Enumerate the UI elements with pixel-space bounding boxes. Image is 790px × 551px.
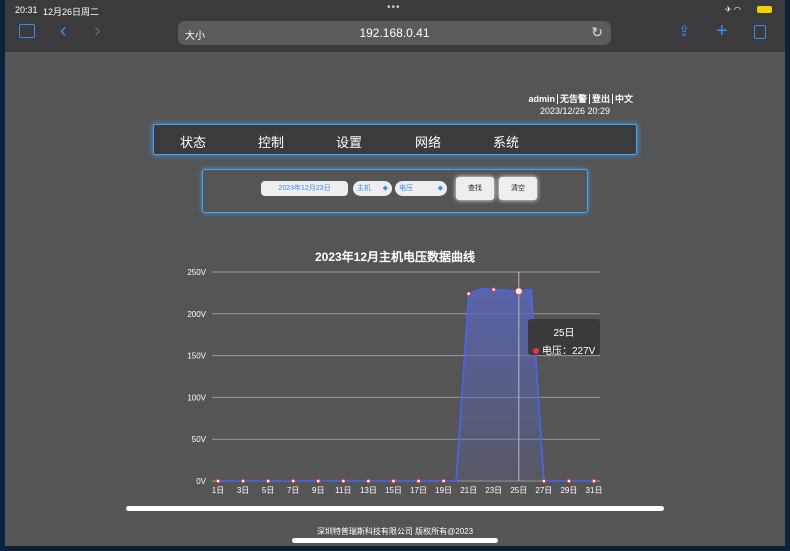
data-point bbox=[391, 478, 396, 484]
search-button[interactable]: 查找 bbox=[456, 177, 494, 200]
tabs-icon[interactable] bbox=[754, 25, 766, 39]
data-point bbox=[366, 478, 371, 484]
data-point bbox=[416, 478, 421, 484]
x-tick-label: 1日 bbox=[212, 486, 224, 495]
x-tick-label: 11日 bbox=[335, 486, 351, 495]
x-tick-label: 13日 bbox=[360, 486, 377, 495]
query-panel: 2023年12月23日 主机 ◆ 电压 ◆ 查找 清空 bbox=[202, 169, 588, 213]
x-tick-label: 31日 bbox=[586, 486, 603, 495]
x-tick-label: 7日 bbox=[287, 486, 299, 495]
y-tick-label: 50V bbox=[192, 435, 207, 444]
data-point bbox=[265, 478, 271, 484]
data-point bbox=[541, 478, 547, 484]
metric-select[interactable]: 电压 ◆ bbox=[395, 181, 447, 196]
data-point bbox=[566, 478, 572, 484]
x-tick-label: 29日 bbox=[560, 486, 577, 495]
device-value: 主机 bbox=[357, 185, 371, 192]
home-indicator[interactable] bbox=[292, 538, 498, 543]
select-arrow-icon: ◆ bbox=[382, 185, 388, 192]
nav-settings[interactable]: 设置 bbox=[336, 135, 363, 150]
reload-icon[interactable]: ↻ bbox=[591, 24, 603, 40]
data-point bbox=[240, 478, 246, 484]
language-link[interactable]: 中文 bbox=[614, 94, 633, 104]
y-tick-label: 200V bbox=[187, 310, 206, 319]
logout-link[interactable]: 登出 bbox=[589, 94, 613, 104]
voltage-chart[interactable]: 0V 50V 100V 150V 200V 250V 1日 3日 5日 7日 9日 11日 13日 15日… bbox=[5, 0, 785, 500]
x-tick-label: 5日 bbox=[262, 486, 274, 495]
highlighted-point bbox=[514, 287, 523, 296]
nav-status[interactable]: 状态 bbox=[180, 135, 207, 150]
x-tick-label: 21日 bbox=[460, 486, 477, 495]
chart-tooltip: 25日 电压：227V bbox=[528, 319, 600, 357]
user-admin[interactable]: admin bbox=[526, 94, 558, 104]
x-tick-label: 25日 bbox=[510, 486, 527, 495]
x-tick-label: 17日 bbox=[410, 486, 427, 495]
date-input[interactable]: 2023年12月23日 bbox=[261, 181, 348, 196]
nav-control[interactable]: 控制 bbox=[258, 135, 285, 150]
nav-system[interactable]: 系统 bbox=[493, 135, 520, 150]
tablet-screen: 20:31 12月26日周二 ••• ✈ ◠ ‹ › 大小 192.168.0.… bbox=[5, 0, 785, 546]
series-dot-icon bbox=[533, 348, 539, 354]
x-tick-label: 23日 bbox=[485, 486, 502, 495]
select-arrow-icon: ◆ bbox=[437, 185, 443, 192]
multitask-dots[interactable]: ••• bbox=[387, 2, 401, 13]
main-nav: 状态 控制 设置 网络 系统 bbox=[153, 124, 637, 155]
data-point bbox=[491, 287, 497, 292]
tooltip-value: 227V bbox=[572, 346, 596, 357]
data-point bbox=[341, 478, 346, 484]
x-tick-label: 15日 bbox=[385, 486, 402, 495]
x-tick-label: 9日 bbox=[312, 486, 324, 495]
divider-bar bbox=[126, 506, 664, 511]
data-point bbox=[591, 478, 597, 484]
alarm-status[interactable]: 无告警 bbox=[557, 94, 590, 104]
battery-icon bbox=[757, 6, 772, 13]
data-point bbox=[466, 291, 471, 297]
footer-copyright: 深圳特普瑞斯科技有限公司 版权所有@2023 bbox=[316, 527, 474, 536]
device-select[interactable]: 主机 ◆ bbox=[353, 181, 392, 196]
data-point bbox=[290, 478, 296, 484]
text-size-button[interactable]: 大小 bbox=[185, 31, 205, 42]
status-time: 20:31 bbox=[15, 5, 38, 15]
series-line bbox=[218, 287, 594, 482]
area-fill bbox=[218, 288, 594, 481]
address-bar[interactable]: 大小 192.168.0.41 ↻ bbox=[178, 21, 611, 45]
y-tick-label: 0V bbox=[196, 477, 206, 486]
data-point bbox=[441, 478, 446, 484]
browser-chrome: 20:31 12月26日周二 ••• ✈ ◠ ‹ › 大小 192.168.0.… bbox=[5, 0, 785, 52]
current-datetime: 2023/12/26 20:29 bbox=[540, 106, 611, 116]
share-icon[interactable]: ⇪ bbox=[678, 23, 691, 40]
tooltip-label: 电压： bbox=[542, 346, 572, 357]
sidebar-toggle-icon[interactable] bbox=[19, 24, 35, 38]
wifi-icon: ✈ ◠ bbox=[725, 5, 741, 14]
user-links: admin 无告警 登出 中文 bbox=[526, 92, 635, 105]
y-tick-label: 150V bbox=[187, 352, 206, 361]
x-tick-label: 19日 bbox=[435, 486, 452, 495]
x-tick-label: 27日 bbox=[535, 486, 552, 495]
url-text[interactable]: 192.168.0.41 bbox=[359, 26, 430, 40]
tooltip-title: 25日 bbox=[553, 328, 575, 339]
y-tick-label: 100V bbox=[187, 393, 206, 402]
status-date: 12月26日周二 bbox=[43, 7, 100, 17]
clear-button[interactable]: 清空 bbox=[499, 177, 537, 200]
nav-network[interactable]: 网络 bbox=[415, 135, 442, 150]
forward-icon[interactable]: › bbox=[94, 20, 101, 42]
metric-value: 电压 bbox=[399, 185, 413, 192]
data-point bbox=[215, 478, 221, 484]
new-tab-icon[interactable]: + bbox=[716, 20, 728, 42]
x-tick-label: 3日 bbox=[237, 486, 249, 495]
y-tick-label: 250V bbox=[187, 268, 206, 277]
data-point bbox=[315, 478, 321, 484]
back-icon[interactable]: ‹ bbox=[60, 20, 67, 42]
chart-title: 2023年12月主机电压数据曲线 bbox=[314, 250, 476, 264]
